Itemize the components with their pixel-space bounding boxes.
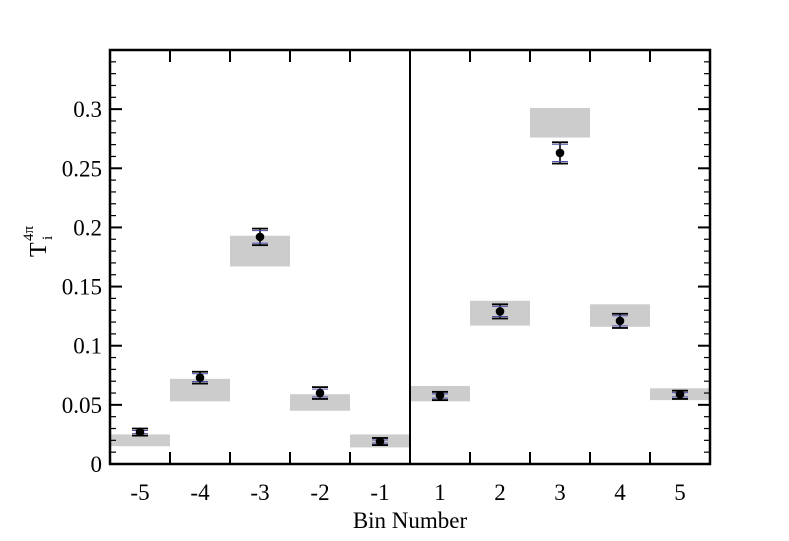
x-tick-label-5: 5 [674,480,686,505]
y-tick-label-5: 0.25 [62,156,102,181]
x-tick-label--3: -3 [250,480,269,505]
band-bin-3 [530,107,590,138]
y-tick-label-0: 0 [91,452,103,477]
point-bin--2 [315,388,325,398]
point-bin-2 [495,307,505,316]
y-tick-label-2: 0.1 [73,334,102,359]
y-tick-label-1: 0.05 [62,393,102,418]
x-tick-label-4: 4 [614,480,626,505]
point-bin--1 [375,437,385,446]
band-bin--2 [290,394,350,411]
x-tick-label-3: 3 [554,480,566,505]
x-axis-title: Bin Number [353,508,468,533]
point-bin-1 [435,391,445,400]
ticks-layer [109,50,711,465]
point-bin-3 [555,148,565,158]
band-bin--4 [170,378,230,402]
band-bin--5 [110,434,170,447]
y-tick-label-4: 0.2 [73,215,102,240]
point-bin--5 [135,427,145,437]
tick-labels-layer: 0 0.05 0.1 0.15 0.2 0.25 0.3 -5 -4 -3 -2 -1 1 2 3 4 5 [62,97,686,505]
x-tick-label--4: -4 [190,480,210,505]
y-axis-title-sup: 4π [21,226,37,242]
point-bin--3 [255,232,265,242]
x-tick-label--5: -5 [130,480,149,505]
point-bin-5 [675,389,685,399]
y-axis-title-sub: i [40,236,56,240]
x-tick-label-2: 2 [494,480,506,505]
point-bin--4 [195,373,205,382]
points-layer [132,141,688,446]
y-tick-label-6: 0.3 [73,97,102,122]
y-tick-label-3: 0.15 [62,275,102,300]
y-axis-title-main: T [26,242,52,257]
y-axis-title: T i 4π [21,226,56,258]
x-tick-label--2: -2 [310,480,329,505]
x-tick-label--1: -1 [370,480,389,505]
x-tick-label-1: 1 [434,480,446,505]
point-bin-4 [615,316,625,326]
